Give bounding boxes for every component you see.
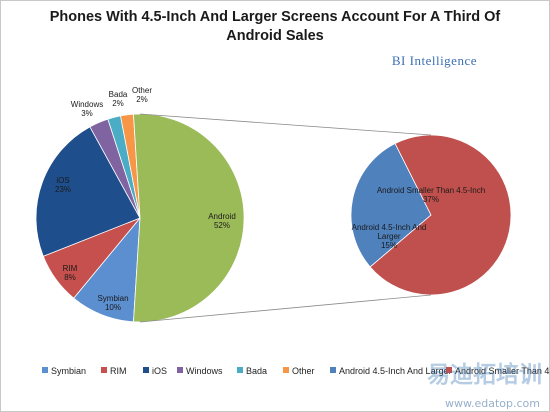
legend-swatch [446, 367, 452, 373]
legend-item-android-smaller-than-4-5-inch: Android Smaller Than 4.5-Inch [446, 366, 550, 376]
legend-swatch [237, 367, 243, 373]
legend-item-windows: Windows [177, 366, 223, 376]
breakdown-slice-android-smaller-than-4-5-inch [369, 134, 512, 296]
legend-label: Symbian [51, 366, 87, 376]
legend-label: RIM [110, 366, 127, 376]
legend-swatch [283, 367, 289, 373]
legend-item-ios: iOS [143, 366, 167, 376]
legend-swatch [42, 367, 48, 373]
data-label-rim: RIM 8% [63, 264, 78, 282]
data-label-ios: iOS 23% [55, 176, 71, 194]
watermark-url: www.edatop.com [445, 397, 540, 410]
legend-label: Android Smaller Than 4.5-Inch [455, 366, 550, 376]
pie-slice-ios [35, 126, 141, 257]
data-label-android-smaller: Android Smaller Than 4.5-Inch 37% [377, 186, 485, 204]
breakdown-slice-android-4-5-inch-and-larger [350, 142, 432, 268]
legend-item-other: Other [283, 366, 315, 376]
connector-line-top [139, 113, 432, 136]
legend-label: iOS [152, 366, 168, 376]
legend-label: Bada [246, 366, 268, 376]
legend-item-symbian: Symbian [42, 366, 86, 376]
watermark-text: 易迪拓培训 [427, 362, 542, 388]
data-label-android-larger: Android 4.5-Inch And Larger 15% [352, 223, 427, 250]
chart-legend: Symbian RIM iOS Windows Bada Other Android 4.5… [0, 366, 550, 380]
legend-item-bada: Bada [237, 366, 267, 376]
legend-swatch [177, 367, 183, 373]
legend-swatch [330, 367, 336, 373]
data-label-bada: Bada 2% [109, 90, 128, 108]
connector-line-bottom [139, 294, 432, 323]
data-label-symbian: Symbian 10% [97, 294, 128, 312]
legend-item-android-4-5-inch-and-larger: Android 4.5-Inch And Larger [330, 366, 452, 376]
legend-label: Windows [186, 366, 223, 376]
data-label-android: Android 52% [208, 212, 236, 230]
data-label-other: Other 2% [132, 86, 152, 104]
chart-title: Phones With 4.5-Inch And Larger Screens … [49, 9, 501, 44]
source-brand: BI Intelligence [391, 53, 477, 68]
pie-slice-android [133, 113, 245, 323]
legend-item-rim: RIM [101, 366, 127, 376]
data-label-windows: Windows 3% [71, 100, 103, 118]
legend-swatch [143, 367, 149, 373]
legend-label: Other [292, 366, 315, 376]
legend-swatch [101, 367, 107, 373]
legend-label: Android 4.5-Inch And Larger [339, 366, 452, 376]
